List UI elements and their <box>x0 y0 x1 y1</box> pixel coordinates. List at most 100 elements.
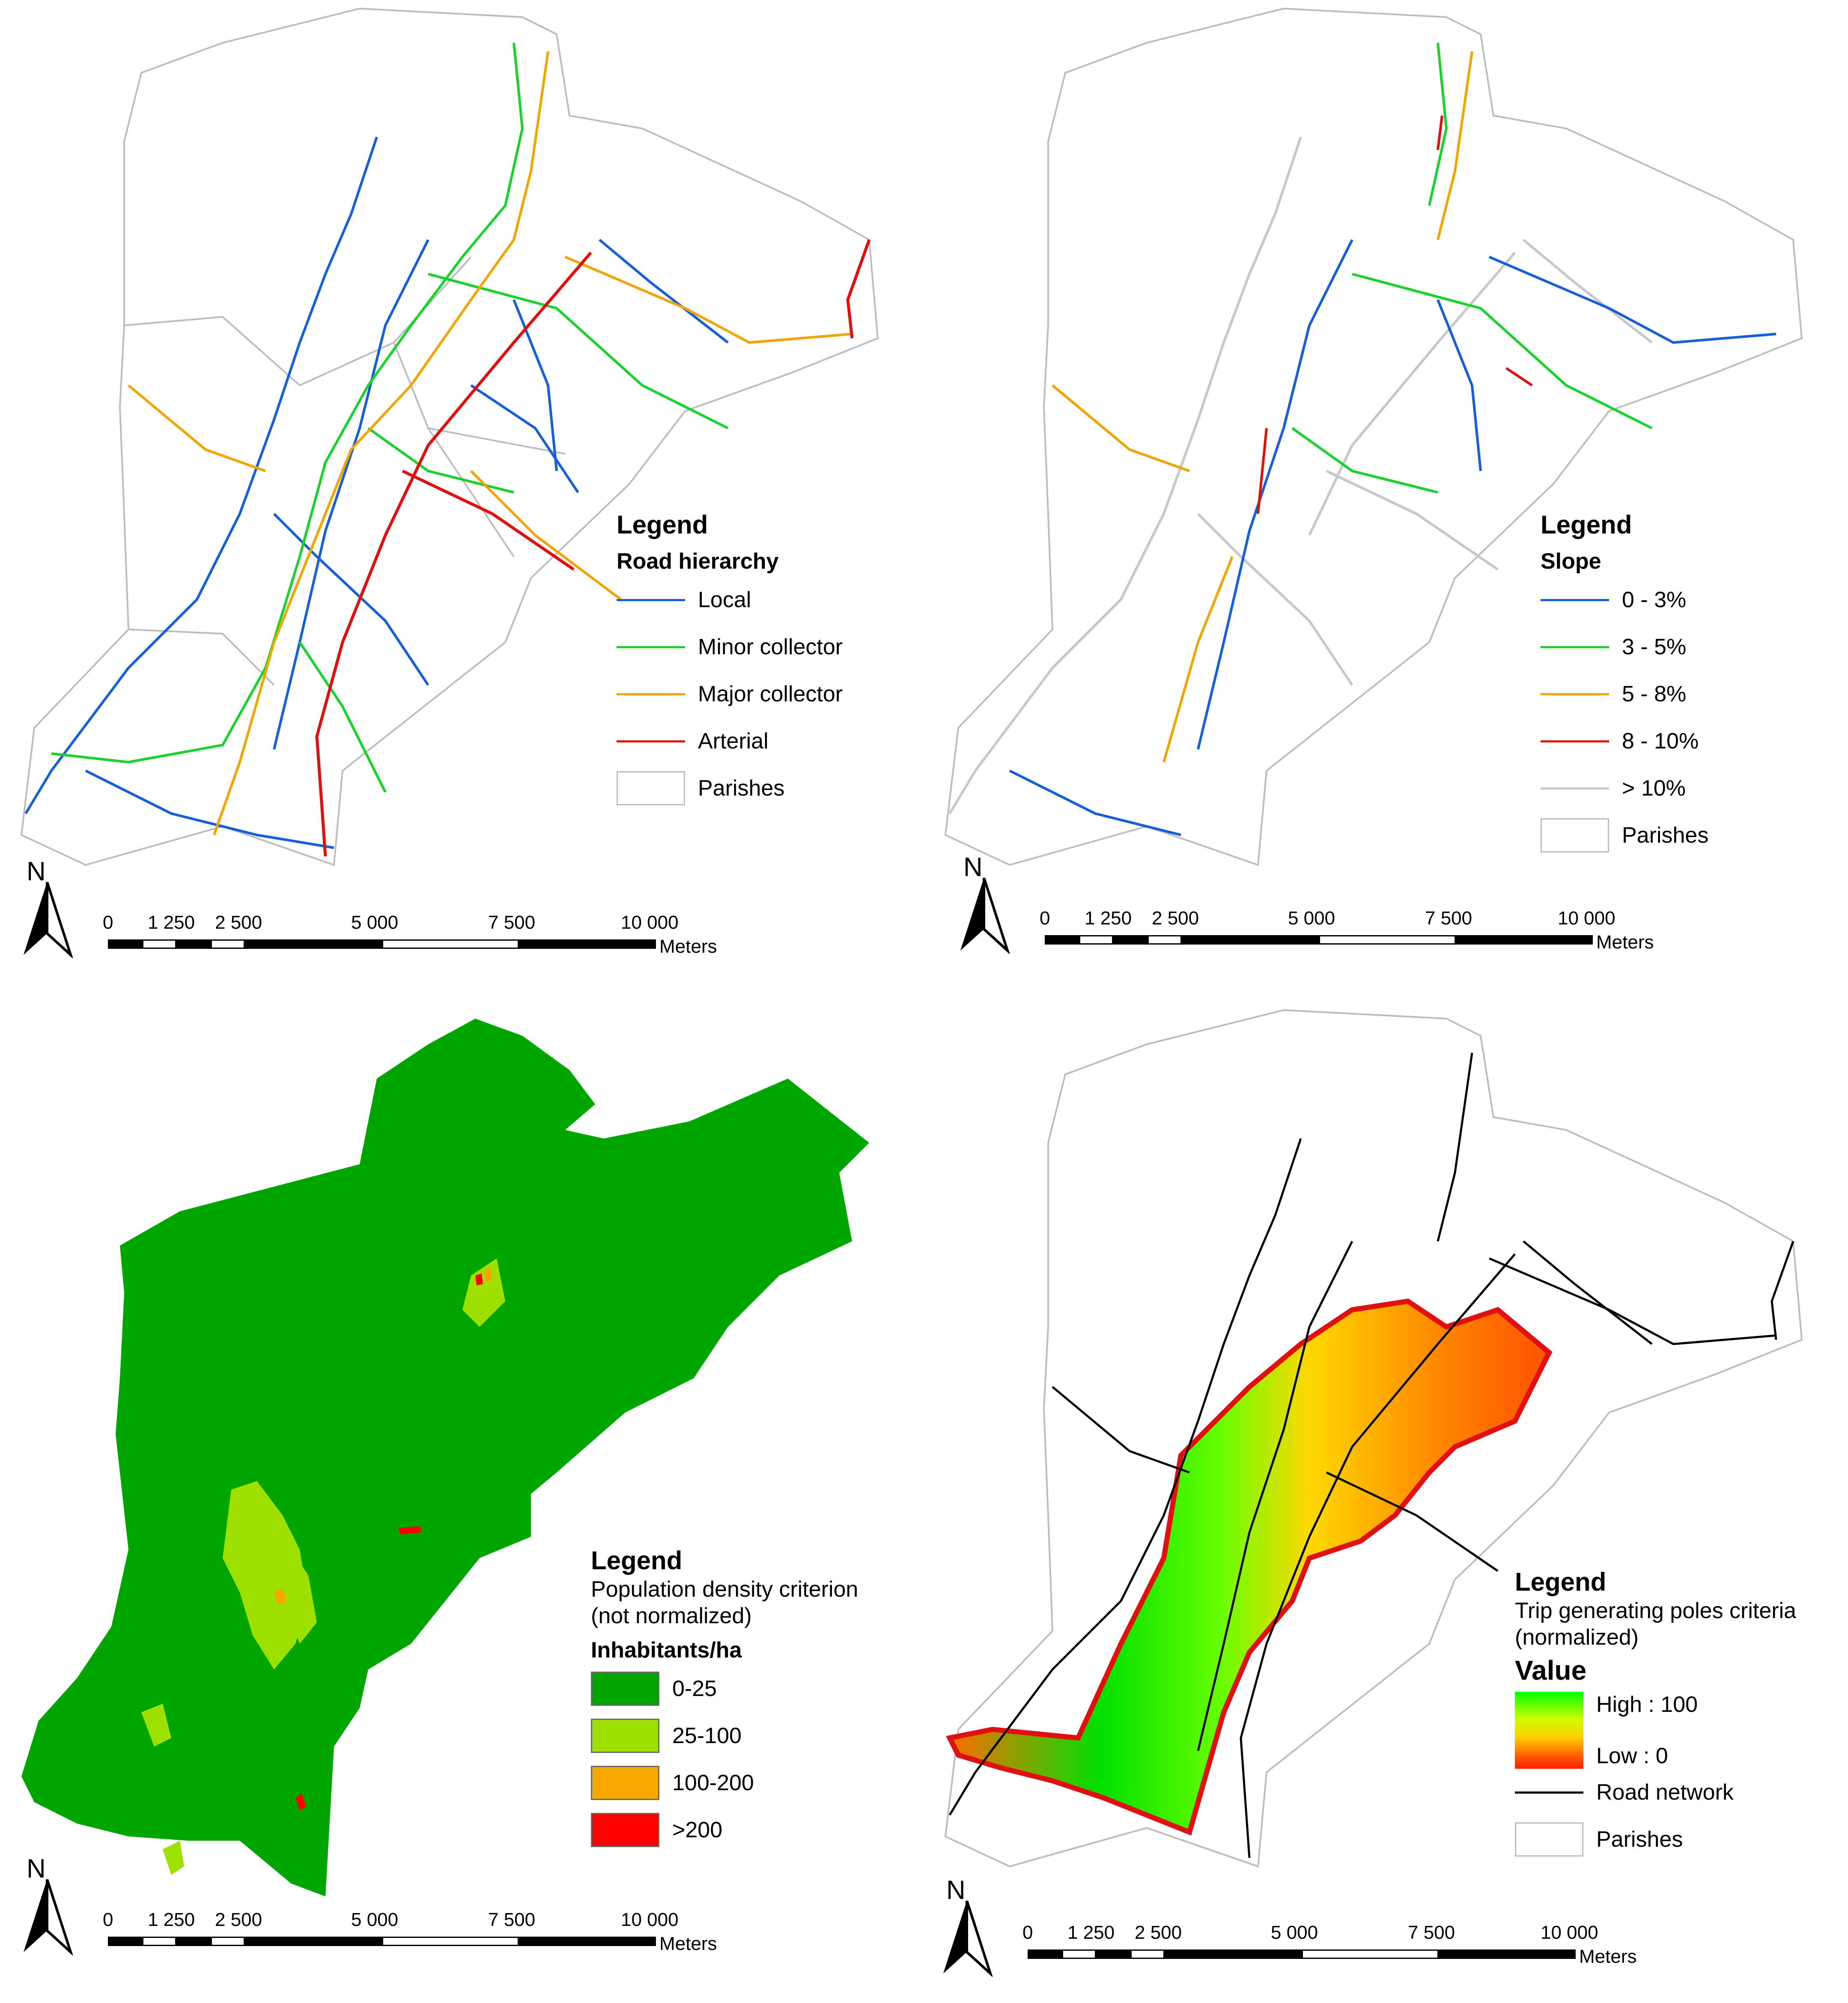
north-arrow-icon <box>943 1901 993 1977</box>
scale-segment <box>382 1937 519 1946</box>
density-100-200-areas <box>274 1267 492 1605</box>
legend-slope: Legend Slope 0 - 3% 3 - 5% 5 - 8% 8 - 10… <box>1541 510 1832 859</box>
scale-tick: 7 500 <box>488 912 536 933</box>
legend-symbol-parishes <box>617 771 685 805</box>
map-panel-population-density: Legend Population density criterion (not… <box>0 1002 924 2003</box>
scale-segment <box>142 939 176 949</box>
scale-segment <box>1045 935 1079 945</box>
scale-segment <box>211 1937 245 1946</box>
legend-symbol <box>1541 599 1609 601</box>
legend-item-slope-5-8: 5 - 8% <box>1541 671 1832 718</box>
scale-segment <box>176 939 211 949</box>
north-arrow: N <box>958 852 1010 955</box>
scale-segment <box>245 939 382 949</box>
scale-tick: 7 500 <box>1408 1922 1455 1943</box>
legend-item-parishes: Parishes <box>1515 1816 1845 1863</box>
local-roads <box>24 137 729 849</box>
ramp-low-label: Low : 0 <box>1596 1744 1668 1768</box>
legend-item-slope-3-5: 3 - 5% <box>1541 623 1832 671</box>
legend-symbol-local <box>617 599 685 601</box>
legend-symbol <box>1541 740 1609 742</box>
legend-label: 8 - 10% <box>1622 729 1699 754</box>
legend-label: Parishes <box>698 776 785 801</box>
legend-title: Legend <box>617 510 708 539</box>
legend-symbol-major-collector <box>617 693 685 695</box>
legend-color-ramp: High : 100 Low : 0 <box>1515 1692 1845 1769</box>
legend-item-slope-over-10: > 10% <box>1541 765 1832 812</box>
scale-tick: 0 <box>103 1909 113 1930</box>
north-arrow: N <box>941 1875 993 1978</box>
legend-item-major-collector: Major collector <box>617 671 908 718</box>
legend-symbol <box>1541 693 1609 695</box>
scale-unit: Meters <box>659 936 717 957</box>
density-25-100-areas <box>141 1258 505 1875</box>
legend-trip-generating-poles: Legend Trip generating poles criteria (n… <box>1515 1567 1845 1863</box>
legend-subtitle: (normalized) <box>1515 1625 1639 1650</box>
legend-item-over-200: >200 <box>591 1806 916 1854</box>
legend-road-hierarchy: Legend Road hierarchy Local Minor collec… <box>617 510 908 812</box>
legend-item-slope-8-10: 8 - 10% <box>1541 718 1832 765</box>
legend-heading: Slope <box>1541 549 1601 574</box>
scale-tick: 1 250 <box>1085 908 1132 929</box>
slope-map <box>944 7 1803 866</box>
scale-tick: 1 250 <box>148 912 195 933</box>
scale-segment <box>1182 935 1319 945</box>
scale-segment <box>176 1937 211 1946</box>
north-arrow-icon <box>24 1879 73 1956</box>
north-arrow-icon <box>24 882 73 959</box>
scale-tick: 1 250 <box>1067 1922 1115 1943</box>
legend-label: 3 - 5% <box>1622 635 1687 659</box>
north-arrow: N <box>21 1854 73 1956</box>
slope-8-10-roads <box>1257 115 1533 514</box>
scale-tick: 5 000 <box>1288 908 1335 929</box>
legend-label: 100-200 <box>672 1771 754 1795</box>
legend-symbol <box>1541 818 1609 852</box>
scale-segment <box>1096 1949 1130 1959</box>
scale-unit: Meters <box>659 1933 717 1954</box>
arterial-roads <box>315 239 871 857</box>
scale-segment <box>142 1937 176 1946</box>
scale-tick: 0 <box>1022 1922 1033 1943</box>
scale-segment <box>1456 935 1593 945</box>
legend-heading: Inhabitants/ha <box>591 1638 742 1663</box>
slope-5-8-roads <box>1052 51 1473 763</box>
legend-title: Legend <box>1541 510 1632 539</box>
legend-item-local: Local <box>617 576 908 623</box>
slope-3-5-roads <box>1291 42 1653 494</box>
scale-tick: 0 <box>103 912 113 933</box>
scale-unit: Meters <box>1596 932 1654 953</box>
scale-segment <box>1062 1949 1096 1959</box>
density-over-200-areas <box>295 1273 483 1811</box>
legend-title: Legend <box>591 1546 683 1575</box>
trip-generating-poles-map <box>944 1009 1803 1868</box>
scale-bar: 0 1 250 2 500 5 000 7 500 10 000 Meters <box>1040 908 1654 953</box>
legend-symbol <box>1515 1791 1583 1794</box>
legend-label: 5 - 8% <box>1622 682 1687 706</box>
scale-segment <box>519 1937 656 1946</box>
legend-label: Major collector <box>698 682 843 706</box>
legend-subtitle: Population density criterion <box>591 1577 858 1602</box>
legend-label: Parishes <box>1622 823 1709 848</box>
legend-subtitle: (not normalized) <box>591 1604 752 1628</box>
scale-tick: 5 000 <box>351 1909 399 1930</box>
legend-label: 25-100 <box>672 1723 742 1748</box>
map-panel-slope: Legend Slope 0 - 3% 3 - 5% 5 - 8% 8 - 10… <box>924 0 1848 1002</box>
scale-tick: 7 500 <box>1425 908 1472 929</box>
legend-symbol <box>1541 646 1609 648</box>
scale-tick: 10 000 <box>1541 1922 1598 1943</box>
scale-unit: Meters <box>1579 1946 1637 1967</box>
legend-label: Parishes <box>1596 1827 1683 1852</box>
north-label: N <box>27 1854 46 1884</box>
north-label: N <box>963 852 983 882</box>
north-arrow: N <box>21 856 73 959</box>
legend-item-road-network: Road network <box>1515 1769 1845 1816</box>
legend-item-parishes: Parishes <box>1541 812 1832 859</box>
color-ramp-labels: High : 100 Low : 0 <box>1596 1692 1698 1769</box>
legend-item-arterial: Arterial <box>617 718 908 765</box>
map-panel-trip-generating-poles: Legend Trip generating poles criteria (n… <box>924 1002 1848 2003</box>
scale-segment <box>211 939 245 949</box>
scale-bar: 0 1 250 2 500 5 000 7 500 10 000 Meters <box>103 912 717 957</box>
scale-segment <box>1439 1949 1576 1959</box>
scale-segment <box>1319 935 1456 945</box>
scale-tick: 10 000 <box>1558 908 1616 929</box>
